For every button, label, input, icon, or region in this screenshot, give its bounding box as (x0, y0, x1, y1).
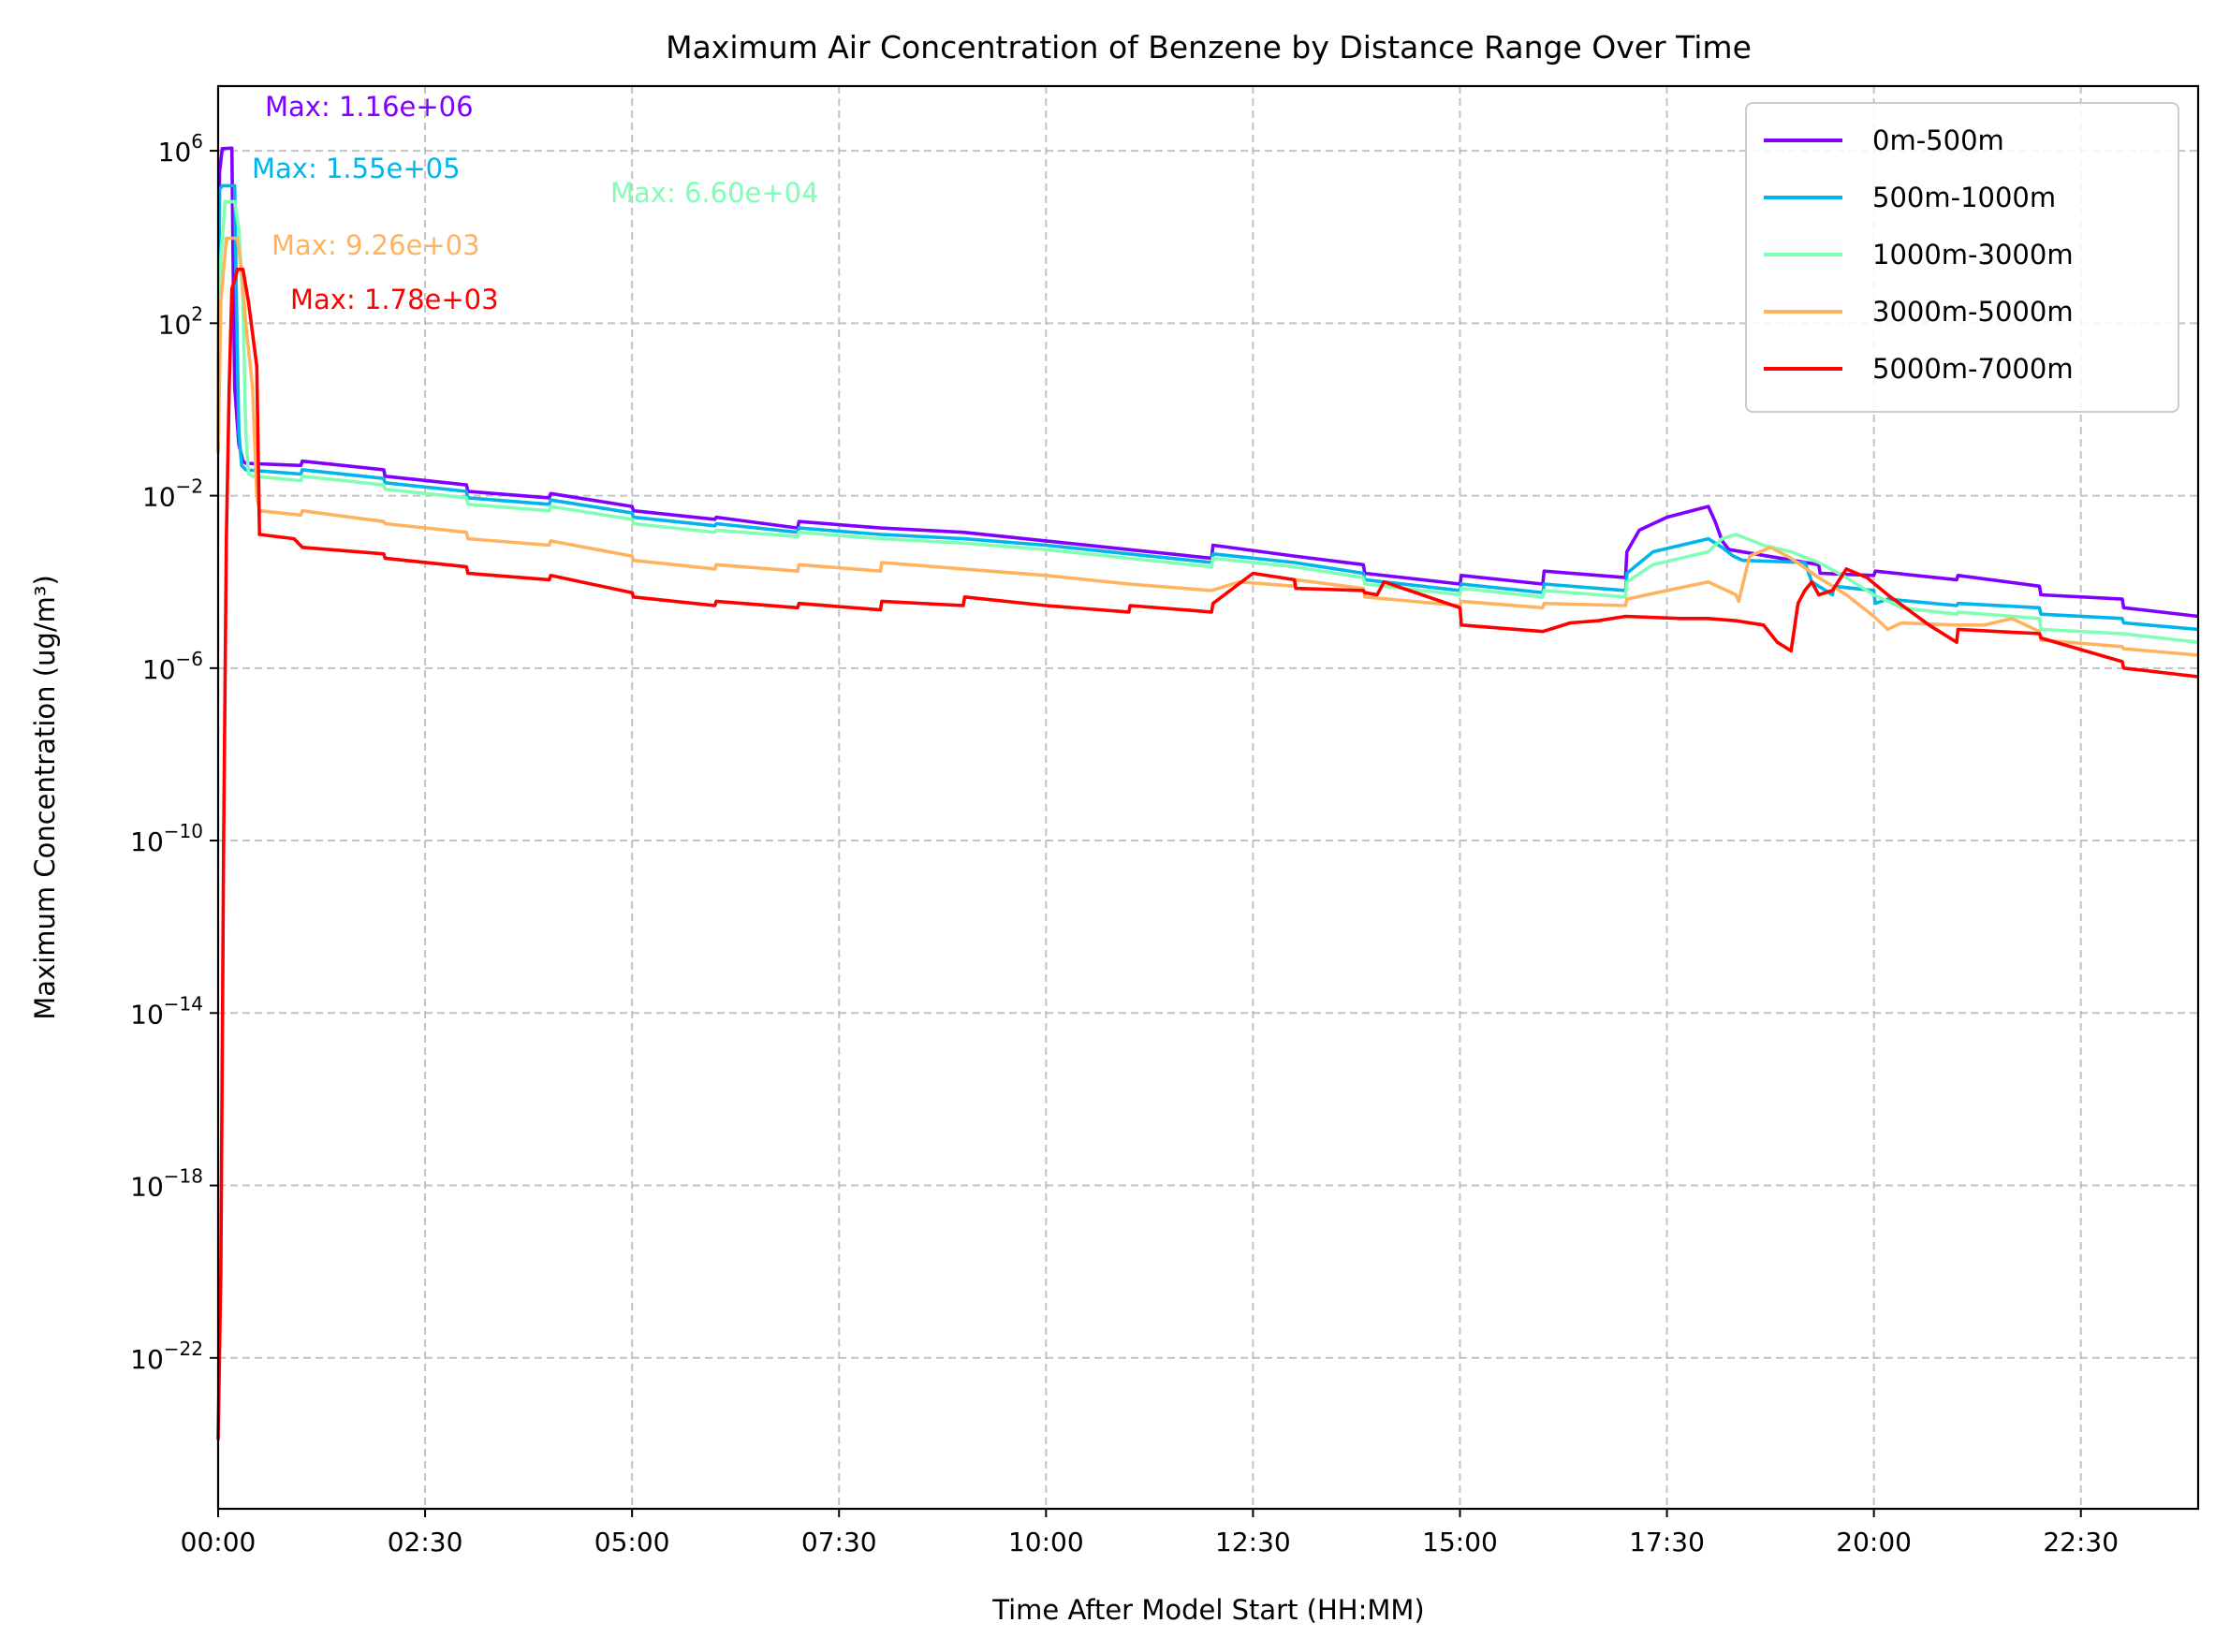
plot-series (216, 146, 2199, 1440)
chart-title: Maximum Air Concentration of Benzene by … (666, 29, 1752, 66)
plot-frame (216, 84, 2200, 1511)
x-axis: 00:00 02:30 05:00 07:30 10:00 12:30 15:00 17:30… (181, 1509, 2119, 1557)
y-tick-base: 10 (130, 1172, 164, 1203)
x-tick-label: 02:30 (388, 1527, 463, 1557)
y-tick-base: 10 (158, 309, 192, 340)
y-tick-exponent: −10 (164, 820, 203, 842)
x-tick-label: 05:00 (594, 1527, 670, 1557)
y-tick-base: 10 (130, 999, 164, 1030)
y-tick-label: 10−6 (142, 648, 203, 685)
y-tick-label: 10−10 (130, 820, 203, 857)
legend-box (1745, 102, 2179, 413)
y-tick-exponent: −6 (176, 648, 203, 670)
y-tick-exponent: −14 (164, 992, 203, 1015)
max-annotation-0m-500m: Max: 1.16e+06 (265, 91, 474, 123)
legend-label-5000m-7000m: 5000m-7000m (1872, 353, 2074, 385)
y-tick-base: 10 (142, 654, 176, 685)
legend-label-3000m-5000m: 3000m-5000m (1872, 296, 2074, 328)
x-tick-label: 00:00 (181, 1527, 257, 1557)
max-annotation-3000m-5000m: Max: 9.26e+03 (271, 229, 480, 261)
y-tick-label: 10−2 (142, 475, 203, 513)
y-tick-exponent: 2 (191, 302, 203, 325)
y-tick-label: 10−22 (130, 1338, 203, 1375)
y-axis-label: Maximum Concentration (ug/m³) (29, 575, 61, 1020)
y-tick-label: 102 (158, 302, 203, 340)
legend-label-0m-500m: 0m-500m (1872, 124, 2004, 156)
y-tick-base: 10 (130, 1344, 164, 1375)
max-annotations: Max: 1.16e+06 Max: 1.55e+05 Max: 6.60e+04 M… (252, 91, 819, 315)
x-tick-label: 15:00 (1422, 1527, 1498, 1557)
series-line-500m-1000m (216, 183, 2199, 632)
x-tick-label: 10:00 (1008, 1527, 1084, 1557)
max-annotation-1000m-3000m: Max: 6.60e+04 (610, 177, 819, 209)
y-tick-label: 10−14 (130, 992, 203, 1030)
series-line-3000m-5000m (216, 236, 2199, 657)
y-tick-exponent: 6 (191, 130, 203, 153)
y-tick-exponent: −2 (176, 475, 203, 498)
x-tick-label: 12:30 (1215, 1527, 1291, 1557)
y-tick-exponent: −18 (164, 1165, 203, 1188)
x-tick-label: 22:30 (2043, 1527, 2119, 1557)
legend-label-500m-1000m: 500m-1000m (1872, 182, 2056, 213)
y-tick-label: 106 (158, 130, 203, 168)
max-annotation-5000m-7000m: Max: 1.78e+03 (290, 284, 499, 315)
x-tick-label: 07:30 (801, 1527, 877, 1557)
x-axis-label: Time After Model Start (HH:MM) (991, 1594, 1424, 1626)
series-line-1000m-3000m (216, 199, 2199, 644)
y-tick-base: 10 (142, 482, 176, 513)
y-tick-base: 10 (158, 137, 192, 168)
legend-label-1000m-3000m: 1000m-3000m (1872, 239, 2074, 270)
y-tick-exponent: −22 (164, 1338, 203, 1360)
y-tick-label: 10−18 (130, 1165, 203, 1203)
x-tick-label: 17:30 (1629, 1527, 1705, 1557)
series-line-5000m-7000m (216, 268, 2199, 1440)
y-tick-base: 10 (130, 826, 164, 857)
legend: 0m-500m 500m-1000m 1000m-3000m 3000m-5000m 5… (1745, 102, 2179, 413)
max-annotation-500m-1000m: Max: 1.55e+05 (252, 153, 461, 184)
x-tick-label: 20:00 (1836, 1527, 1912, 1557)
